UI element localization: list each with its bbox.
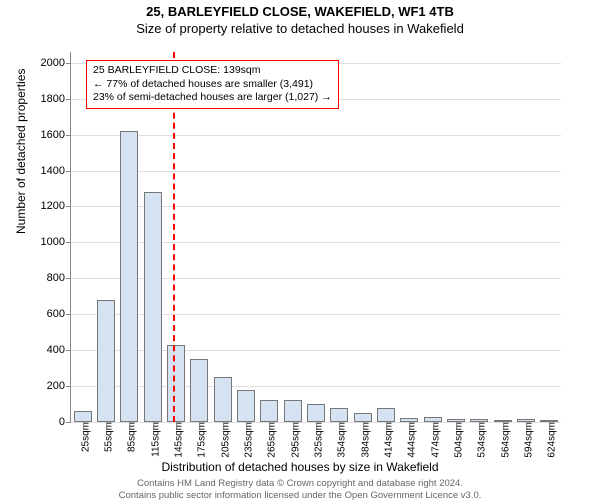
x-tick-label: 534sqm <box>471 422 488 458</box>
x-tick-label: 414sqm <box>378 422 395 458</box>
x-tick-label: 205sqm <box>214 422 231 458</box>
y-tick-mark <box>66 135 71 136</box>
x-tick-mark <box>503 422 504 427</box>
x-tick-label: 594sqm <box>518 422 535 458</box>
x-tick-mark <box>339 422 340 427</box>
histogram-bar <box>144 192 162 422</box>
x-tick-label: 115sqm <box>144 422 161 457</box>
histogram-bar <box>167 345 185 422</box>
y-tick-mark <box>66 63 71 64</box>
x-tick-label: 265sqm <box>261 422 278 458</box>
x-tick-mark <box>153 422 154 427</box>
x-tick-mark <box>83 422 84 427</box>
x-tick-mark <box>479 422 480 427</box>
x-tick-label: 354sqm <box>331 422 348 458</box>
histogram-bar <box>330 408 348 422</box>
footer-line-2: Contains public sector information licen… <box>0 490 600 502</box>
x-tick-mark <box>316 422 317 427</box>
histogram-bar <box>284 400 302 422</box>
x-tick-mark <box>456 422 457 427</box>
x-tick-label: 235sqm <box>238 422 255 458</box>
histogram-bar <box>97 300 115 422</box>
page-subtitle: Size of property relative to detached ho… <box>0 21 600 36</box>
x-tick-label: 444sqm <box>401 422 418 458</box>
histogram-bar <box>190 359 208 422</box>
x-tick-mark <box>176 422 177 427</box>
x-tick-mark <box>129 422 130 427</box>
gridline <box>71 171 561 172</box>
histogram-bar <box>120 131 138 422</box>
x-tick-mark <box>269 422 270 427</box>
y-tick-mark <box>66 206 71 207</box>
x-tick-label: 175sqm <box>191 422 208 458</box>
y-tick-mark <box>66 350 71 351</box>
page-title: 25, BARLEYFIELD CLOSE, WAKEFIELD, WF1 4T… <box>0 4 600 19</box>
histogram-chart: 020040060080010001200140016001800200025s… <box>70 52 561 423</box>
x-tick-mark <box>223 422 224 427</box>
histogram-bar <box>354 413 372 422</box>
x-tick-label: 295sqm <box>284 422 301 458</box>
annotation-line: 23% of semi-detached houses are larger (… <box>93 91 332 105</box>
x-tick-mark <box>386 422 387 427</box>
annotation-line: ← 77% of detached houses are smaller (3,… <box>93 78 332 92</box>
histogram-bar <box>74 411 92 422</box>
annotation-line: 25 BARLEYFIELD CLOSE: 139sqm <box>93 64 332 78</box>
x-tick-label: 624sqm <box>541 422 558 458</box>
x-tick-mark <box>199 422 200 427</box>
x-tick-label: 384sqm <box>354 422 371 458</box>
x-tick-mark <box>106 422 107 427</box>
x-tick-label: 474sqm <box>424 422 441 458</box>
y-tick-mark <box>66 386 71 387</box>
histogram-bar <box>307 404 325 422</box>
x-tick-mark <box>293 422 294 427</box>
x-tick-label: 325sqm <box>308 422 325 458</box>
y-tick-mark <box>66 99 71 100</box>
histogram-bar <box>237 390 255 422</box>
y-tick-mark <box>66 242 71 243</box>
x-tick-mark <box>363 422 364 427</box>
x-tick-mark <box>526 422 527 427</box>
x-tick-label: 504sqm <box>448 422 465 458</box>
y-tick-mark <box>66 171 71 172</box>
annotation-box: 25 BARLEYFIELD CLOSE: 139sqm← 77% of det… <box>86 60 339 109</box>
y-axis-label: Number of detached properties <box>14 69 28 234</box>
x-tick-mark <box>433 422 434 427</box>
x-tick-label: 145sqm <box>168 422 185 458</box>
y-tick-mark <box>66 314 71 315</box>
x-axis-label: Distribution of detached houses by size … <box>0 460 600 474</box>
x-tick-mark <box>409 422 410 427</box>
footer-line-1: Contains HM Land Registry data © Crown c… <box>0 478 600 490</box>
y-tick-mark <box>66 278 71 279</box>
histogram-bar <box>377 408 395 422</box>
y-tick-mark <box>66 422 71 423</box>
gridline <box>71 135 561 136</box>
histogram-bar <box>260 400 278 422</box>
footer-attribution: Contains HM Land Registry data © Crown c… <box>0 478 600 502</box>
x-tick-label: 564sqm <box>494 422 511 458</box>
x-tick-mark <box>549 422 550 427</box>
histogram-bar <box>214 377 232 422</box>
x-tick-mark <box>246 422 247 427</box>
